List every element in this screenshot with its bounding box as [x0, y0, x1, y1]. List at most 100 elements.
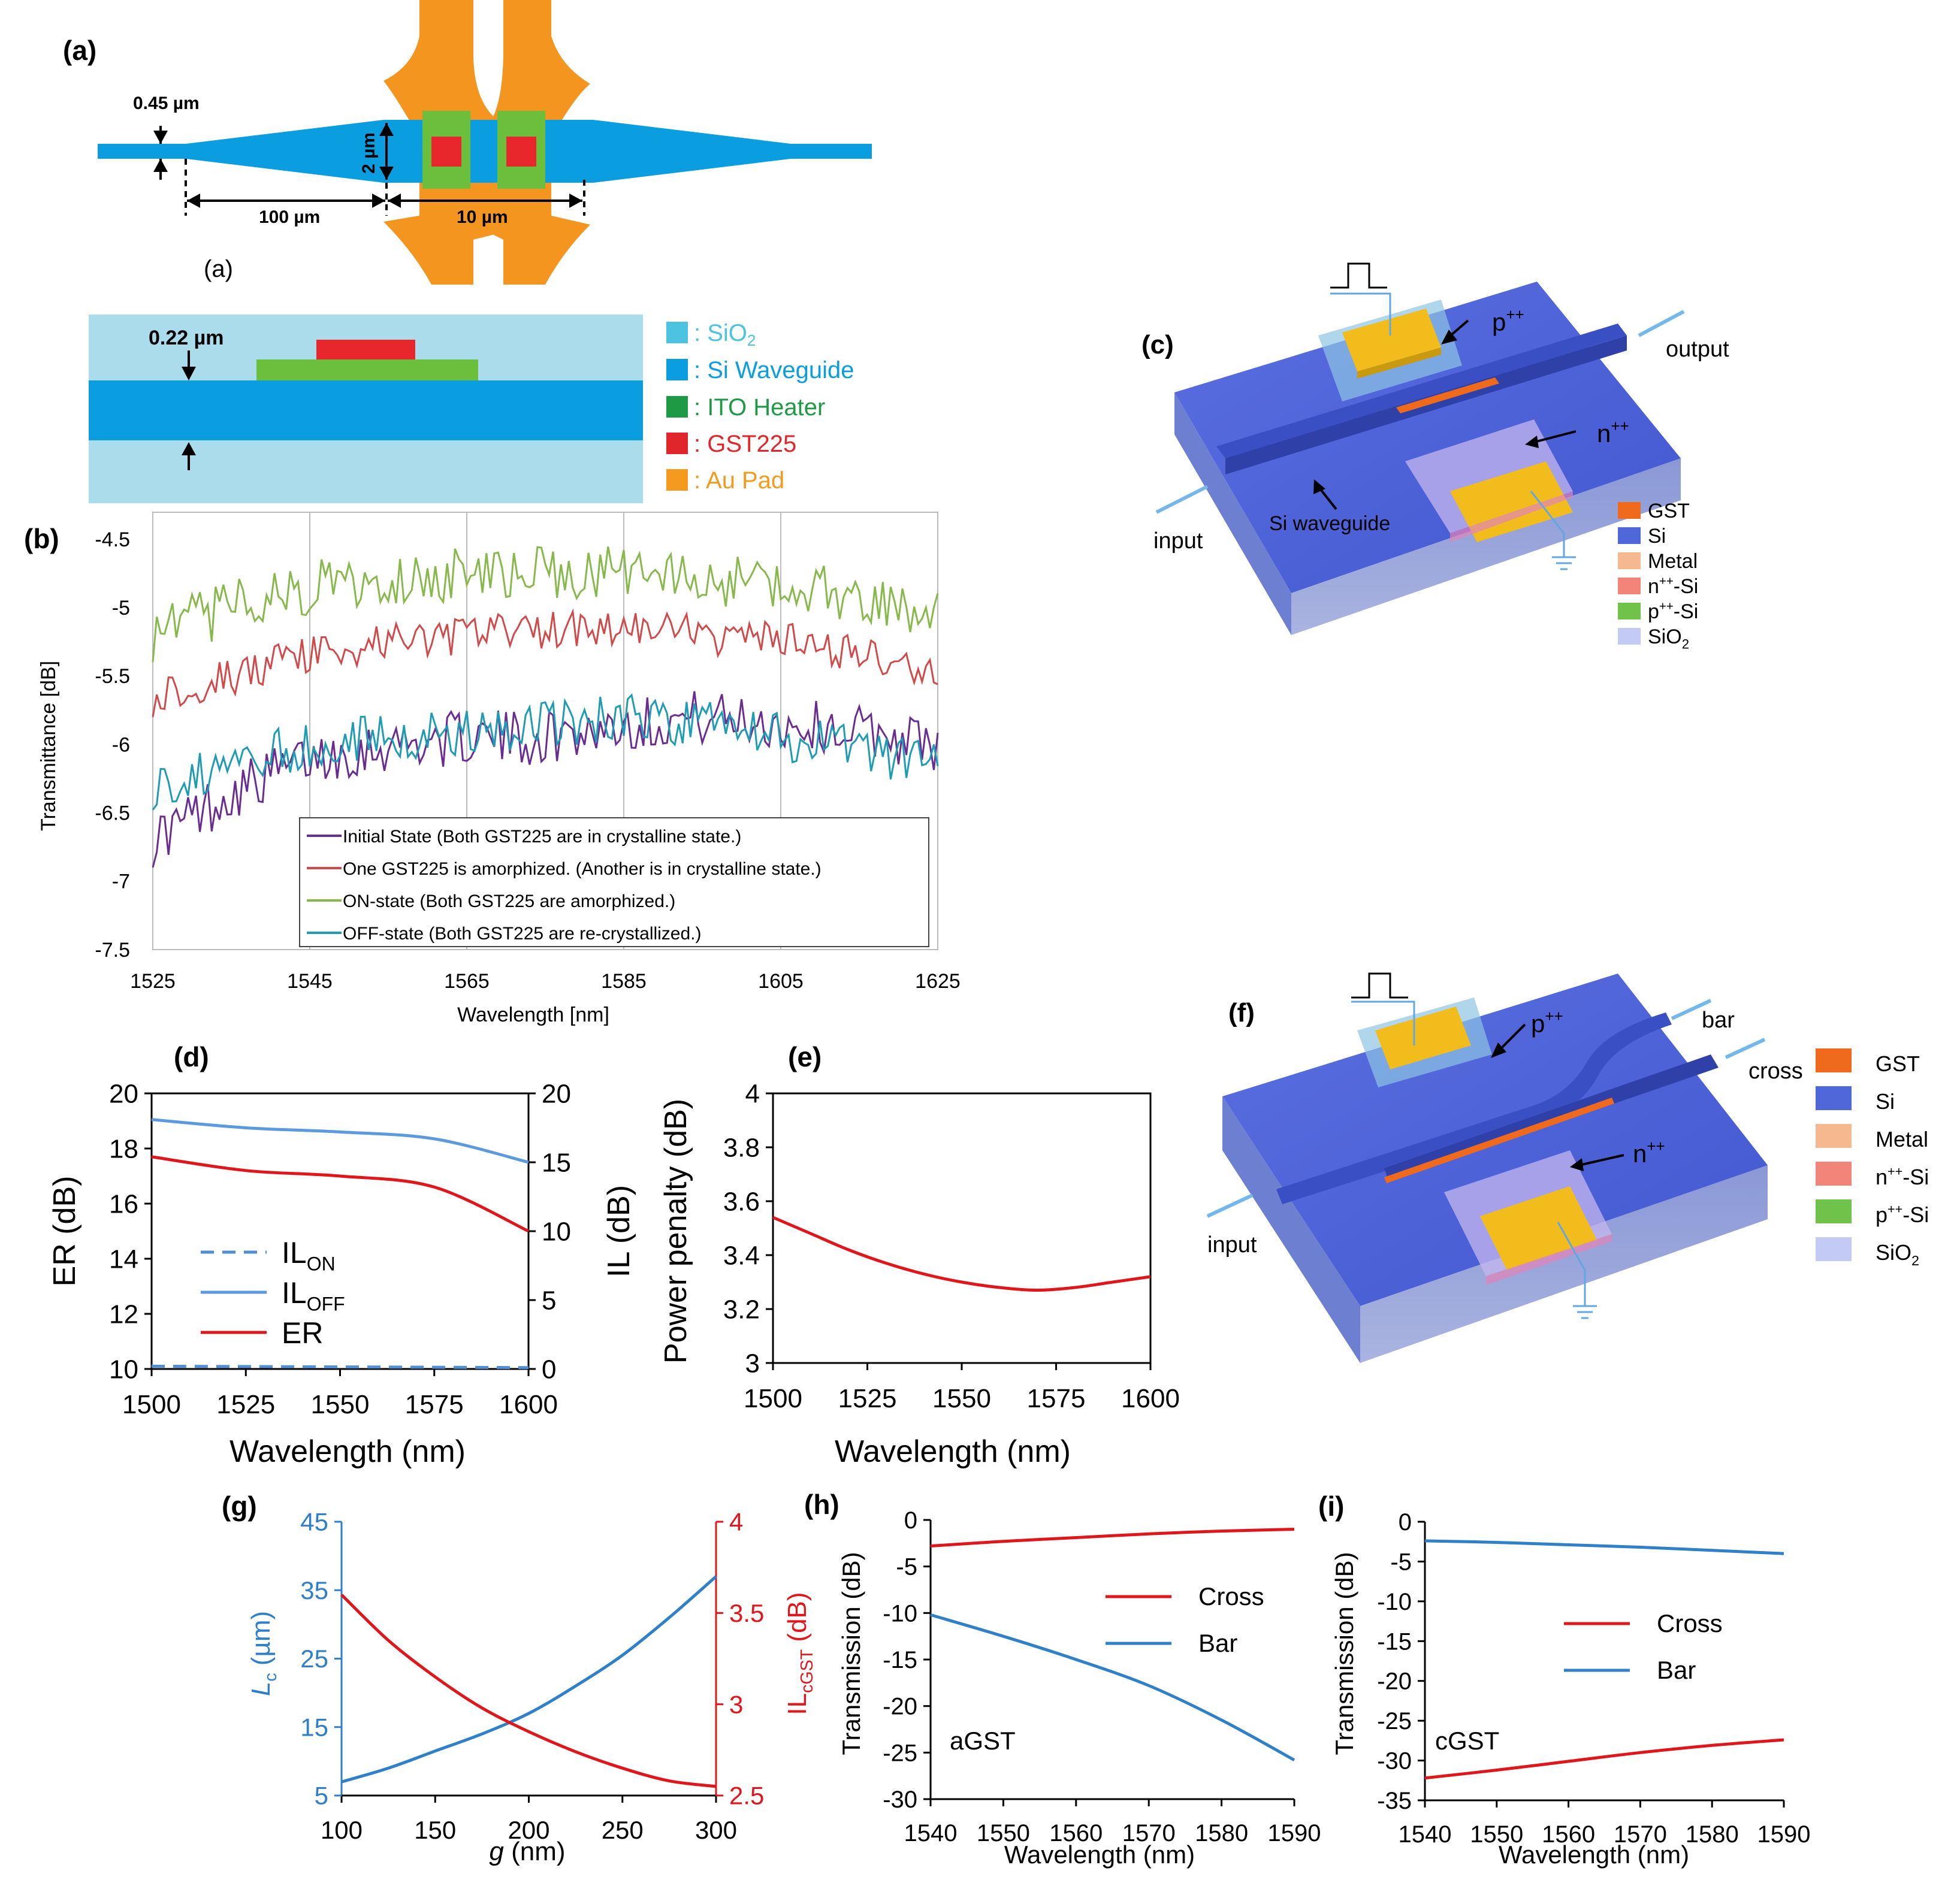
y-tick-label: -5.5 — [95, 665, 130, 688]
si-waveguide-taper — [98, 120, 872, 183]
y-axis-label: ER (dB) — [47, 1176, 82, 1287]
x-tick-label: 1545 — [287, 970, 333, 993]
legend-label-main: ER — [282, 1316, 323, 1350]
y-tick-label: -30 — [1377, 1748, 1412, 1775]
dim-taper-label: 100 µm — [259, 207, 320, 227]
legend-swatch-sio2 — [666, 322, 688, 343]
chart-d: (d) 1500 1525 1550 1575 1600 10 12 14 16 18 20 0 5 10 1… — [47, 1041, 636, 1469]
legend-label: Bar — [1657, 1656, 1696, 1684]
x-axis-label-unit: (nm) — [504, 1837, 566, 1866]
y-tick-label: -25 — [883, 1740, 917, 1766]
series-line-off-state-both-gst225-are-re-crystallized- — [152, 693, 939, 811]
panel-label-b: (b) — [24, 523, 59, 554]
legend-label-main: GST — [1648, 500, 1690, 522]
y-tick-label: -20 — [1377, 1669, 1412, 1695]
panel-annotation: aGST — [950, 1727, 1016, 1755]
y-axis-label: Transmission (dB) — [837, 1552, 865, 1755]
chart-h: (h) 1540 1550 1560 1570 1580 1590 0 -5 -10 -15 -20 -… — [804, 1489, 1321, 1869]
y-tick-label: 14 — [109, 1244, 138, 1274]
y-tick-label: -10 — [1377, 1589, 1412, 1615]
series-line-il — [151, 1118, 529, 1164]
panel-label-e: (e) — [788, 1041, 822, 1072]
legend-swatch-1 — [1816, 1086, 1852, 1110]
y-tick-label: 12 — [109, 1299, 138, 1329]
y-tick-label: -4.5 — [95, 528, 130, 551]
legend-text-gst: : GST225 — [694, 431, 796, 457]
panel-c-waveguide-label: Si waveguide — [1269, 512, 1390, 535]
y2-axis-label-sub: cGST — [798, 1649, 817, 1693]
legend-label-1: Si — [1876, 1089, 1895, 1114]
legend-label: OFF-state (Both GST225 are re-crystalliz… — [343, 924, 702, 944]
legend-swatch-4 — [1618, 603, 1641, 619]
legend-label: ER — [282, 1316, 323, 1350]
x-tick-label: 1500 — [744, 1384, 802, 1413]
legend-label-4: p++-Si — [1648, 600, 1698, 623]
legend-label-5: SiO2 — [1876, 1240, 1919, 1268]
x-tick-label: 150 — [414, 1816, 456, 1844]
legend-label-4: p++-Si — [1876, 1202, 1929, 1227]
legend-label-sup: ++ — [1887, 1202, 1902, 1217]
y2-axis-label-var: IL — [783, 1693, 812, 1715]
legend-label: Cross — [1657, 1609, 1723, 1637]
legend-swatch-gst — [666, 433, 688, 454]
legend-label-main: p — [1648, 600, 1659, 623]
legend-label-sub: 2 — [1911, 1253, 1919, 1268]
legend-label-main: n — [1876, 1165, 1887, 1189]
panel-c-label: (c) — [1141, 330, 1174, 359]
y-tick-label: 5 — [315, 1782, 328, 1810]
legend-label-main: GST — [1876, 1051, 1920, 1076]
y-tick-label: -25 — [1377, 1708, 1412, 1734]
panel-f-bar-label: bar — [1702, 1008, 1735, 1033]
series-line-cross — [1424, 1738, 1784, 1780]
panel-c-p-label: p++ — [1492, 306, 1524, 336]
gst-right — [506, 137, 536, 167]
legend-swatch-0 — [1816, 1048, 1852, 1072]
x-tick-label: 1605 — [758, 970, 804, 993]
y-tick-label: 0 — [1399, 1509, 1412, 1536]
dimension-arrowheads — [153, 123, 582, 208]
plot-frame — [150, 1092, 530, 1370]
y-tick-label: 4 — [745, 1079, 760, 1108]
legend-label-sub: OFF — [307, 1293, 345, 1315]
series-line-il — [151, 1364, 529, 1370]
x-tick-label: 1600 — [1121, 1384, 1180, 1413]
x-tick-label: 1590 — [1268, 1820, 1321, 1846]
y-tick-label: -10 — [883, 1600, 917, 1627]
y-tick-label: -30 — [883, 1787, 917, 1813]
legend-label: Initial State (Both GST225 are in crysta… — [343, 827, 741, 847]
y-tick-label: 3.8 — [723, 1133, 760, 1162]
y2-tick-label: 5 — [542, 1286, 556, 1315]
x-tick-label: 1570 — [1614, 1821, 1667, 1848]
y-axis-label: Transmission (dB) — [1330, 1552, 1358, 1755]
legend-swatch-ito — [666, 396, 688, 418]
plot-frame — [152, 512, 938, 950]
legend-label-rest: -Si — [1902, 1165, 1929, 1189]
series-line-on-state-both-gst225-are-amorphized- — [152, 546, 939, 663]
y2-tick-label: 20 — [542, 1079, 571, 1108]
x-axis-label: Wavelength [nm] — [457, 1004, 609, 1026]
y-axis-label: Power penalty (dB) — [659, 1099, 693, 1364]
y2-tick-label: 3 — [729, 1690, 743, 1718]
panel-label-h: (h) — [804, 1489, 839, 1520]
panel-c-device: (c) p++ n++ o — [1141, 262, 1729, 635]
legend-text-au: : Au Pad — [694, 467, 784, 494]
y-tick-label: 3.4 — [723, 1241, 760, 1270]
series-line-er — [151, 1155, 530, 1233]
panel-f-input-label: input — [1207, 1232, 1257, 1258]
legend-swatch-3 — [1816, 1162, 1852, 1186]
panel-f-p-label: p++ — [1531, 1007, 1563, 1038]
legend-label: ILOFF — [282, 1276, 345, 1315]
x-tick-label: 1525 — [838, 1384, 897, 1413]
legend-item: : GST225 — [666, 431, 796, 457]
y-tick-label: 35 — [300, 1576, 328, 1604]
legend-text-si: : Si Waveguide — [694, 357, 854, 383]
panel-label-d: (d) — [174, 1041, 209, 1072]
legend-swatch-4 — [1816, 1199, 1852, 1223]
dim-gap-label: 10 µm — [457, 207, 508, 227]
series-line-ilcgst — [340, 1594, 717, 1788]
legend-label-main: p — [1876, 1202, 1887, 1227]
y-tick-label: -5 — [1390, 1549, 1412, 1575]
series-line-bar — [1424, 1539, 1784, 1555]
x-tick-label: 1550 — [1470, 1821, 1523, 1848]
